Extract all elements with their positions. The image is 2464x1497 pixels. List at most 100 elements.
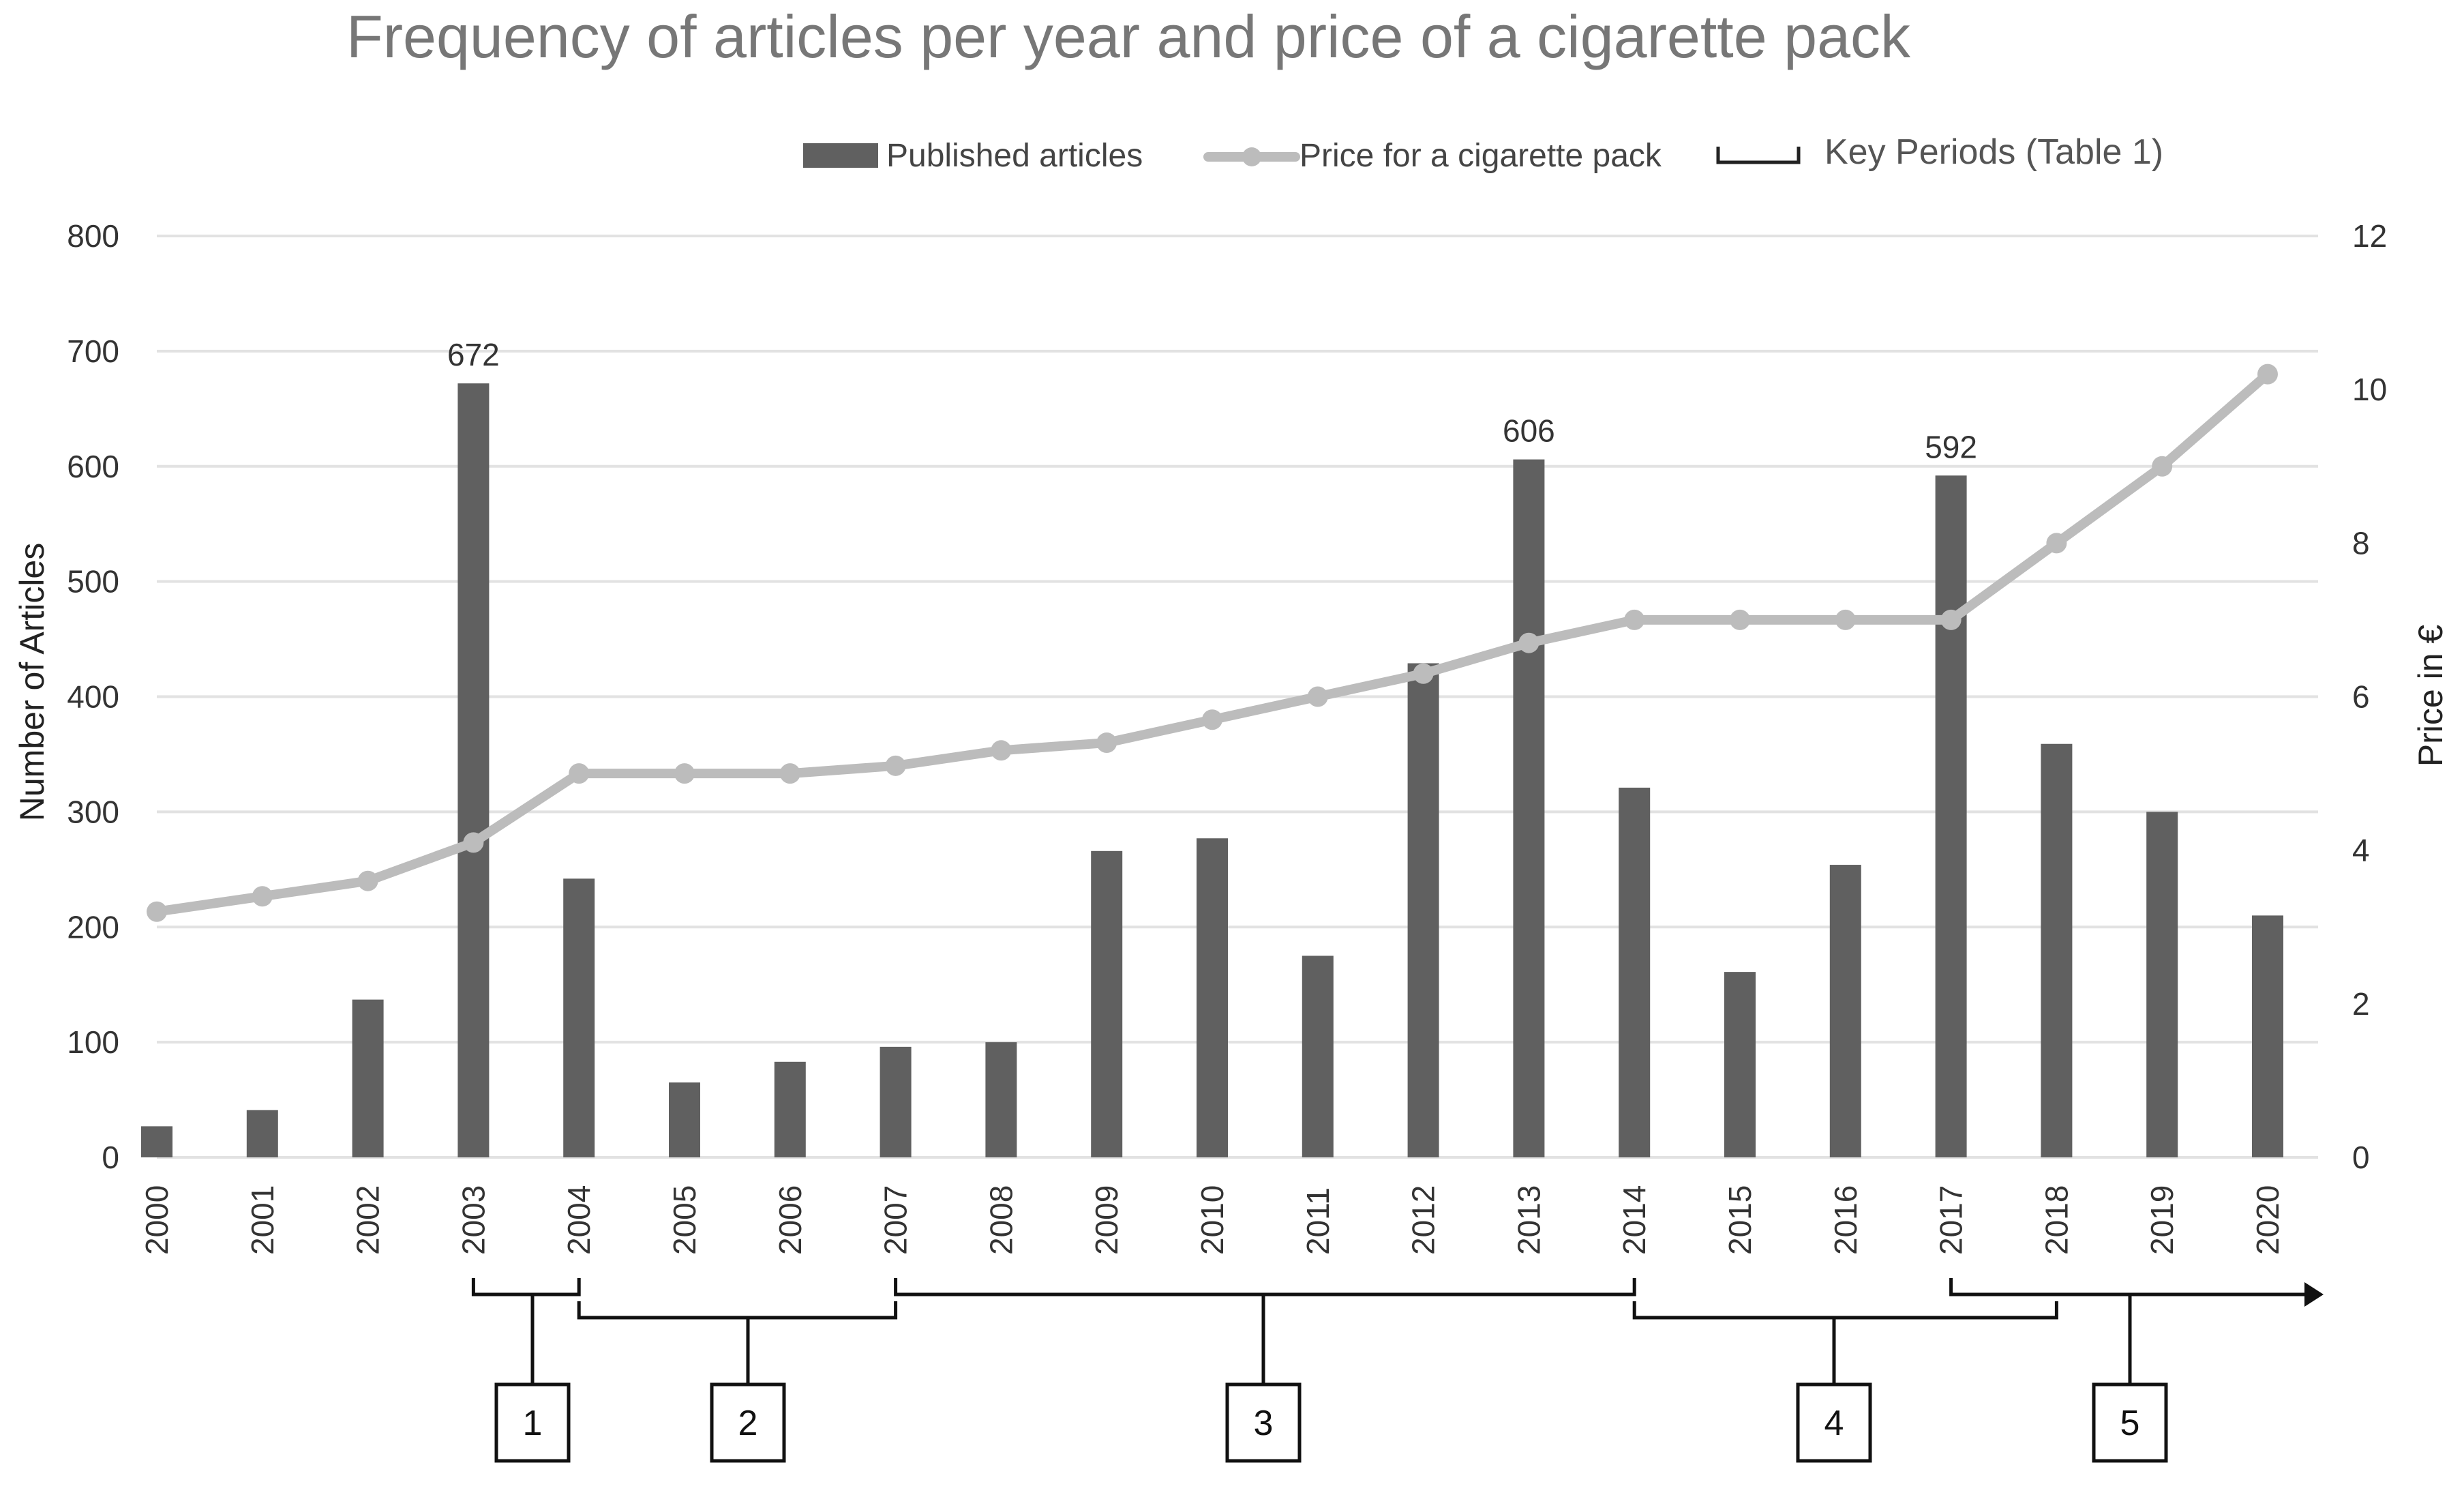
y-left-tick-label: 0	[102, 1140, 119, 1175]
period-bracket	[471, 1278, 581, 1296]
period-bracket	[894, 1278, 1636, 1296]
period-label: 5	[2120, 1404, 2140, 1443]
price-point-2012	[1413, 663, 1434, 684]
period-label: 3	[1254, 1404, 1274, 1443]
y-left-tick-label: 500	[67, 564, 119, 599]
key-period-3: 3	[894, 1278, 1636, 1463]
y-right-tick-label: 2	[2352, 986, 2370, 1022]
bar-2009	[1091, 850, 1123, 1157]
y-right-tick-label: 12	[2352, 218, 2387, 254]
price-point-2014	[1624, 609, 1645, 630]
x-tick-label: 2007	[878, 1185, 914, 1255]
x-tick-label: 2003	[455, 1185, 491, 1255]
x-tick-label: 2002	[350, 1185, 386, 1255]
legend-bar-label: Published articles	[886, 138, 1143, 174]
x-tick-label: 2010	[1195, 1185, 1230, 1255]
key-period-2: 2	[577, 1301, 898, 1463]
x-tick-label: 2017	[1934, 1185, 1969, 1255]
x-tick-label: 2008	[983, 1185, 1019, 1255]
x-tick-label: 2013	[1511, 1185, 1546, 1255]
price-point-2000	[147, 901, 167, 922]
legend-bar-swatch	[803, 143, 878, 168]
legend-period-bracket	[1716, 147, 1801, 164]
legend: Published articles Price for a cigarette…	[803, 132, 2163, 174]
price-point-2005	[674, 763, 695, 784]
y-right-tick-label: 10	[2352, 372, 2387, 407]
y-left-tick-label: 200	[67, 909, 119, 945]
price-point-2009	[1096, 732, 1117, 754]
price-point-2001	[252, 886, 273, 907]
x-tick-label: 2001	[245, 1185, 280, 1255]
price-point-2011	[1307, 686, 1328, 707]
period-box	[710, 1382, 786, 1463]
bar-2004	[563, 878, 595, 1157]
data-label-2013: 606	[1503, 413, 1555, 449]
bar-2019	[2146, 812, 2178, 1157]
bar-2002	[352, 999, 384, 1157]
bar-2018	[2041, 743, 2073, 1157]
y-right-tick-label: 0	[2352, 1140, 2370, 1175]
price-point-2008	[991, 740, 1012, 761]
bar-2003	[457, 383, 490, 1158]
bar-2014	[1619, 787, 1651, 1157]
price-point-2020	[2257, 364, 2278, 385]
bar-2000	[141, 1126, 172, 1157]
bar-2015	[1724, 972, 1756, 1157]
price-point-2013	[1518, 632, 1539, 653]
period-box	[494, 1382, 571, 1463]
price-point-2007	[885, 755, 906, 776]
y-right-tick-label: 6	[2352, 679, 2370, 715]
price-point-2015	[1730, 609, 1750, 630]
y-right-tick-label: 8	[2352, 525, 2370, 561]
period-box	[2092, 1382, 2168, 1463]
chart-title: Frequency of articles per year and price…	[346, 3, 1911, 70]
price-point-2010	[1202, 709, 1222, 730]
bar-2017	[1935, 475, 1967, 1157]
y-axis-right-label: Price in €	[2412, 625, 2450, 767]
x-tick-label: 2016	[1828, 1185, 1863, 1255]
period-label: 2	[738, 1404, 758, 1443]
y-axis-left-label: Number of Articles	[13, 543, 51, 821]
period-label: 1	[523, 1404, 543, 1443]
period-arrow	[2304, 1282, 2324, 1307]
x-tick-label: 2019	[2144, 1185, 2180, 1255]
bars-published-articles	[141, 383, 2283, 1158]
price-point-2004	[569, 763, 590, 784]
price-point-2018	[2046, 533, 2067, 554]
y-left-tick-label: 300	[67, 794, 119, 829]
bar-2020	[2252, 915, 2283, 1157]
x-tick-label: 2014	[1617, 1185, 1652, 1255]
x-tick-label: 2006	[772, 1185, 808, 1255]
x-tick-label: 2000	[139, 1185, 175, 1255]
period-box	[1225, 1382, 1302, 1463]
y-left-tick-label: 700	[67, 334, 119, 369]
bar-2016	[1829, 865, 1861, 1157]
price-point-2006	[779, 763, 800, 784]
key-period-5: 5	[1949, 1278, 2324, 1463]
bar-2001	[246, 1110, 278, 1157]
price-line	[147, 364, 2278, 922]
x-tick-label: 2018	[2039, 1185, 2074, 1255]
bar-2008	[985, 1042, 1017, 1157]
legend-line-label: Price for a cigarette pack	[1299, 138, 1662, 174]
y-left-tick-label: 600	[67, 449, 119, 484]
period-box	[1796, 1382, 1872, 1463]
key-periods: 1 2 3 4 5	[471, 1278, 2324, 1463]
price-point-2019	[2152, 456, 2173, 477]
legend-period-label: Key Periods (Table 1)	[1824, 132, 2163, 172]
y-left-tick-label: 800	[67, 218, 119, 254]
y-left-tick-label: 400	[67, 679, 119, 715]
x-tick-label: 2004	[561, 1185, 597, 1255]
bar-2012	[1407, 663, 1439, 1157]
bar-2010	[1197, 838, 1228, 1157]
price-point-2016	[1835, 609, 1856, 630]
bar-2007	[880, 1046, 912, 1157]
key-period-1: 1	[471, 1278, 581, 1463]
key-period-4: 4	[1632, 1301, 2058, 1463]
data-labels: 672 606 592	[447, 337, 1977, 464]
x-tick-label: 2009	[1089, 1185, 1124, 1255]
legend-line-marker	[1242, 147, 1261, 166]
period-bracket	[577, 1301, 898, 1320]
data-label-2017: 592	[1925, 429, 1977, 464]
